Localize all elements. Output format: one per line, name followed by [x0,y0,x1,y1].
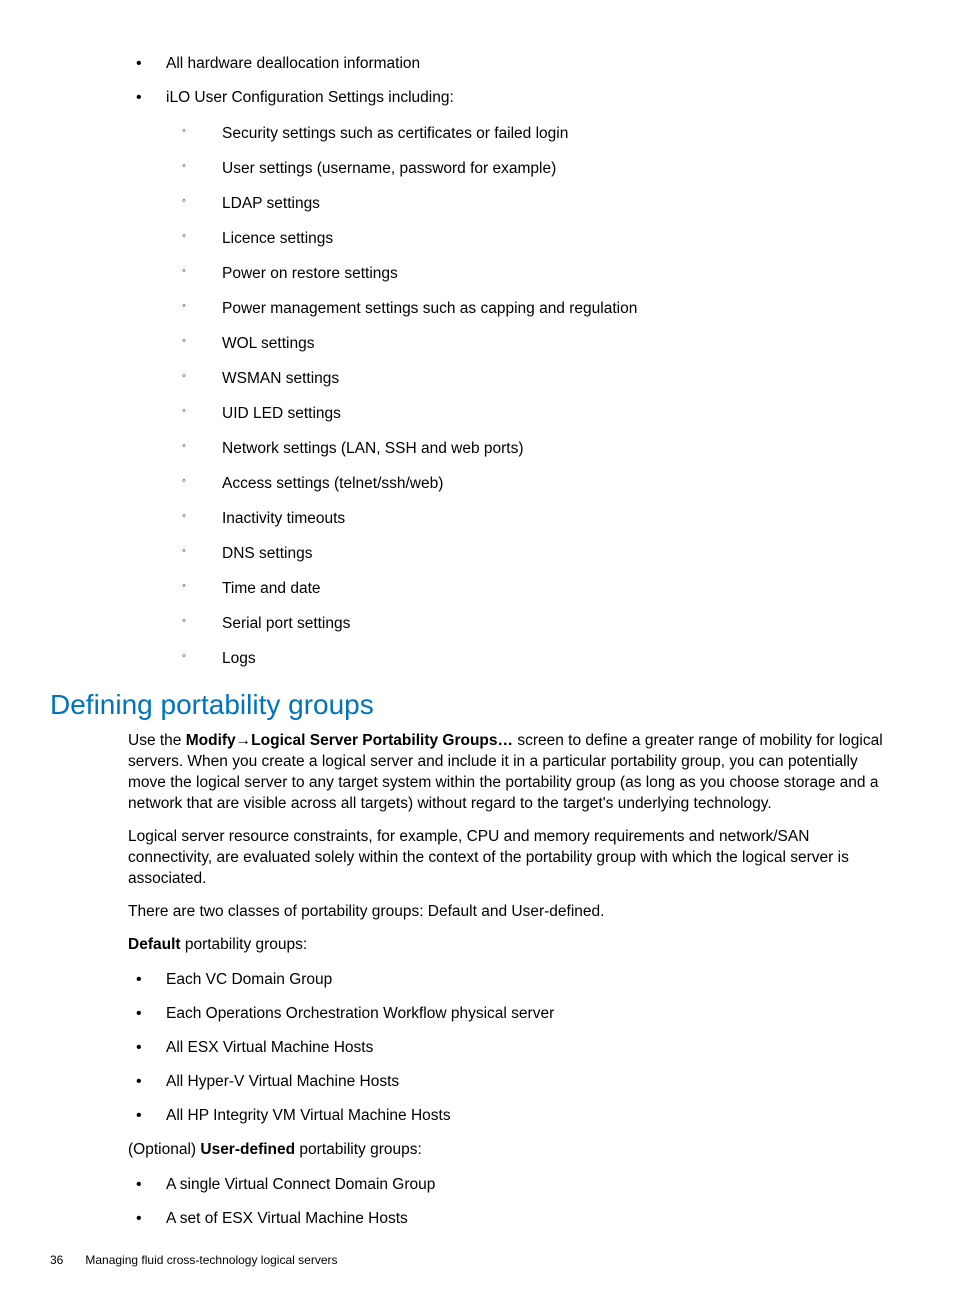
top-list-region: All hardware deallocation information iL… [128,52,894,671]
list-item-label: All HP Integrity VM Virtual Machine Host… [166,1107,451,1124]
list-item: All HP Integrity VM Virtual Machine Host… [128,1104,894,1128]
sub-list-item: UID LED settings [166,402,894,426]
paragraph-3: There are two classes of portability gro… [128,902,894,923]
sub-list-label: Security settings such as certificates o… [222,125,568,142]
sub-list-label: Power management settings such as cappin… [222,300,637,317]
para5-rest: portability groups: [295,1141,422,1158]
para5-prefix: (Optional) [128,1141,200,1158]
sub-list-label: LDAP settings [222,195,320,212]
sub-list-item: Power on restore settings [166,262,894,286]
footer-page-number: 36 [50,1253,63,1267]
footer-title: Managing fluid cross-technology logical … [85,1253,337,1267]
sub-list-label: Access settings (telnet/ssh/web) [222,475,443,492]
list-item-label: All Hyper-V Virtual Machine Hosts [166,1073,399,1090]
sub-list-label: Serial port settings [222,615,350,632]
sub-list-label: Logs [222,650,256,667]
sub-list-label: Time and date [222,580,321,597]
list-item: iLO User Configuration Settings includin… [128,86,894,671]
paragraph-4: Default portability groups: [128,935,894,956]
list-item: Each Operations Orchestration Workflow p… [128,1002,894,1026]
sub-list-label: WSMAN settings [222,370,339,387]
sub-list-item: Logs [166,647,894,671]
list-item-label: iLO User Configuration Settings includin… [166,89,454,106]
user-groups-list: A single Virtual Connect Domain Group A … [128,1173,894,1231]
list-item: All ESX Virtual Machine Hosts [128,1036,894,1060]
paragraph-5: (Optional) User-defined portability grou… [128,1140,894,1161]
list-item-label: A set of ESX Virtual Machine Hosts [166,1210,408,1227]
page-container: All hardware deallocation information iL… [0,0,954,1297]
list-item: A single Virtual Connect Domain Group [128,1173,894,1197]
sub-list-label: Network settings (LAN, SSH and web ports… [222,440,524,457]
para4-rest: portability groups: [181,936,308,953]
para1-arrow: → [236,732,252,749]
sub-list-item: Access settings (telnet/ssh/web) [166,472,894,496]
sub-list-label: Licence settings [222,230,333,247]
sub-list-item: User settings (username, password for ex… [166,157,894,181]
sub-list-item: Network settings (LAN, SSH and web ports… [166,437,894,461]
top-bullet-list: All hardware deallocation information iL… [128,52,894,671]
para1-bold2: Logical Server Portability Groups… [251,732,513,749]
list-item: Each VC Domain Group [128,968,894,992]
sub-list-item: WOL settings [166,332,894,356]
para1-prefix: Use the [128,732,186,749]
list-item-label: Each VC Domain Group [166,971,332,988]
para5-bold: User-defined [200,1141,295,1158]
paragraph-1: Use the Modify→Logical Server Portabilit… [128,731,894,815]
list-item: All hardware deallocation information [128,52,894,76]
sub-list-label: UID LED settings [222,405,341,422]
default-groups-list: Each VC Domain Group Each Operations Orc… [128,968,894,1128]
sub-bullet-list: Security settings such as certificates o… [166,122,894,671]
paragraph-2: Logical server resource constraints, for… [128,827,894,890]
sub-list-item: Inactivity timeouts [166,507,894,531]
sub-list-label: DNS settings [222,545,312,562]
list-item-label: A single Virtual Connect Domain Group [166,1176,435,1193]
sub-list-item: WSMAN settings [166,367,894,391]
sub-list-label: Inactivity timeouts [222,510,345,527]
page-footer: 36 Managing fluid cross-technology logica… [50,1253,894,1267]
sub-list-item: Power management settings such as cappin… [166,297,894,321]
para4-bold: Default [128,936,181,953]
sub-list-item: DNS settings [166,542,894,566]
section-body: Use the Modify→Logical Server Portabilit… [128,731,894,1230]
list-item-label: All ESX Virtual Machine Hosts [166,1039,373,1056]
sub-list-item: LDAP settings [166,192,894,216]
sub-list-item: Security settings such as certificates o… [166,122,894,146]
sub-list-item: Time and date [166,577,894,601]
list-item: A set of ESX Virtual Machine Hosts [128,1207,894,1231]
para1-bold1: Modify [186,732,236,749]
sub-list-item: Licence settings [166,227,894,251]
list-item-label: All hardware deallocation information [166,55,420,72]
sub-list-label: User settings (username, password for ex… [222,160,556,177]
section-heading: Defining portability groups [50,689,894,721]
sub-list-label: Power on restore settings [222,265,398,282]
list-item: All Hyper-V Virtual Machine Hosts [128,1070,894,1094]
sub-list-item: Serial port settings [166,612,894,636]
sub-list-label: WOL settings [222,335,314,352]
list-item-label: Each Operations Orchestration Workflow p… [166,1005,554,1022]
